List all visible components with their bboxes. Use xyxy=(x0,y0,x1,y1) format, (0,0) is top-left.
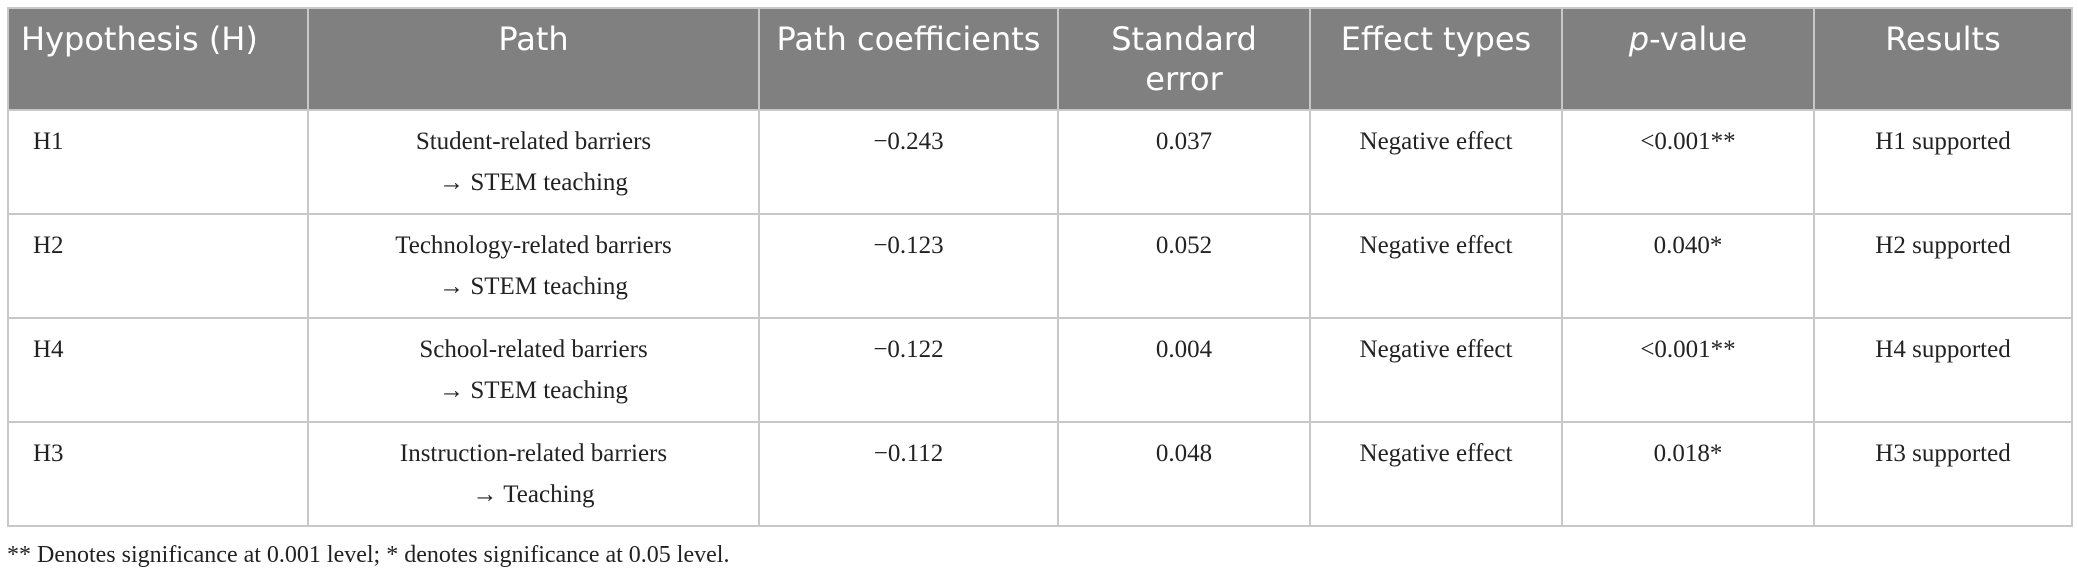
table-cell: H4 xyxy=(7,317,309,423)
header-cell: Hypothesis (H) xyxy=(7,7,309,111)
cell-line: Student-related barriers xyxy=(415,128,652,155)
table-cell: Negative effect xyxy=(1309,109,1563,215)
cell-line: School-related barriers xyxy=(419,336,648,363)
table-cell: −0.122 xyxy=(758,317,1059,423)
table-row: H1 Student-related barriers → STEM teachin… xyxy=(7,109,2073,215)
cell-text: H3 xyxy=(33,440,64,467)
cell-text: H4 xyxy=(33,336,64,363)
cell-line: → STEM teaching xyxy=(439,169,628,196)
table-body: H1 Student-related barriers → STEM teachin… xyxy=(7,109,2073,527)
header-text: Path coefficients xyxy=(776,20,1041,58)
table-row: H3 Instruction-related barriers → Teaching… xyxy=(7,421,2073,527)
cell-line: Instruction-related barriers xyxy=(399,440,668,467)
cell-line: → Teaching xyxy=(472,481,595,508)
cell-text: Negative effect xyxy=(1359,336,1513,363)
cell-text: −0.112 xyxy=(873,440,944,467)
table-cell: H1 xyxy=(7,109,309,215)
table-cell: Negative effect xyxy=(1309,421,1563,527)
header-text: Path xyxy=(498,20,569,58)
table-cell: H3 supported xyxy=(1813,421,2073,527)
table-cell: 0.040* xyxy=(1561,213,1815,319)
table-cell: Student-related barriers → STEM teaching xyxy=(307,109,760,215)
table-row: H4 School-related barriers → STEM teaching… xyxy=(7,317,2073,423)
table-cell: 0.037 xyxy=(1057,109,1311,215)
header-cell: Effect types xyxy=(1309,7,1563,111)
table-cell: H1 supported xyxy=(1813,109,2073,215)
cell-text: H2 xyxy=(33,232,64,259)
cell-text: Negative effect xyxy=(1359,232,1513,259)
cell-text: H1 supported xyxy=(1875,128,2011,155)
cell-text: H3 supported xyxy=(1875,440,2011,467)
table-cell: Instruction-related barriers → Teaching xyxy=(307,421,760,527)
cell-text: <0.001** xyxy=(1640,128,1736,155)
cell-text: −0.243 xyxy=(873,128,944,155)
header-text: Standard error xyxy=(1111,20,1257,98)
table-cell: School-related barriers → STEM teaching xyxy=(307,317,760,423)
cell-text: 0.040* xyxy=(1653,232,1723,259)
header-cell: Results xyxy=(1813,7,2073,111)
header-row: Hypothesis (H) Path Path coefficients Stand… xyxy=(7,7,2073,111)
cell-text: 0.052 xyxy=(1155,232,1213,259)
header-cell: Standard error xyxy=(1057,7,1311,111)
cell-text: Negative effect xyxy=(1359,440,1513,467)
header-cell: Path xyxy=(307,7,760,111)
table-cell: Technology-related barriers → STEM teachi… xyxy=(307,213,760,319)
cell-text: 0.018* xyxy=(1653,440,1723,467)
header-text: p xyxy=(1628,20,1650,58)
table-cell: <0.001** xyxy=(1561,317,1815,423)
table-cell: −0.112 xyxy=(758,421,1059,527)
table-cell: H4 supported xyxy=(1813,317,2073,423)
table-cell: H2 supported xyxy=(1813,213,2073,319)
table-cell: 0.018* xyxy=(1561,421,1815,527)
table-cell: <0.001** xyxy=(1561,109,1815,215)
footnote: ** Denotes significance at 0.001 level; … xyxy=(7,542,730,568)
table-cell: H3 xyxy=(7,421,309,527)
cell-text: H1 xyxy=(33,128,64,155)
cell-text: −0.122 xyxy=(873,336,944,363)
cell-text: −0.123 xyxy=(873,232,944,259)
header-text: Hypothesis (H) xyxy=(21,20,258,58)
header-cell: Path coefficients xyxy=(758,7,1059,111)
table-cell: H2 xyxy=(7,213,309,319)
table-cell: Negative effect xyxy=(1309,317,1563,423)
cell-text: H2 supported xyxy=(1875,232,2011,259)
table-cell: −0.123 xyxy=(758,213,1059,319)
cell-text: 0.004 xyxy=(1155,336,1213,363)
table-cell: −0.243 xyxy=(758,109,1059,215)
cell-text: Negative effect xyxy=(1359,128,1513,155)
results-table: Hypothesis (H) Path Path coefficients Stand… xyxy=(7,7,2073,527)
table-cell: 0.052 xyxy=(1057,213,1311,319)
cell-text: 0.037 xyxy=(1155,128,1213,155)
header-text: Effect types xyxy=(1340,20,1532,58)
cell-line: Technology-related barriers xyxy=(395,232,672,259)
table-cell: 0.048 xyxy=(1057,421,1311,527)
table-cell: 0.004 xyxy=(1057,317,1311,423)
cell-text: H4 supported xyxy=(1875,336,2011,363)
header-text: -value xyxy=(1649,20,1748,58)
cell-text: 0.048 xyxy=(1155,440,1213,467)
table-row: H2 Technology-related barriers → STEM teac… xyxy=(7,213,2073,319)
cell-line: → STEM teaching xyxy=(439,377,628,404)
header-cell: p-value xyxy=(1561,7,1815,111)
cell-text: <0.001** xyxy=(1640,336,1736,363)
cell-line: → STEM teaching xyxy=(439,273,628,300)
header-text: Results xyxy=(1885,20,2001,58)
table-cell: Negative effect xyxy=(1309,213,1563,319)
